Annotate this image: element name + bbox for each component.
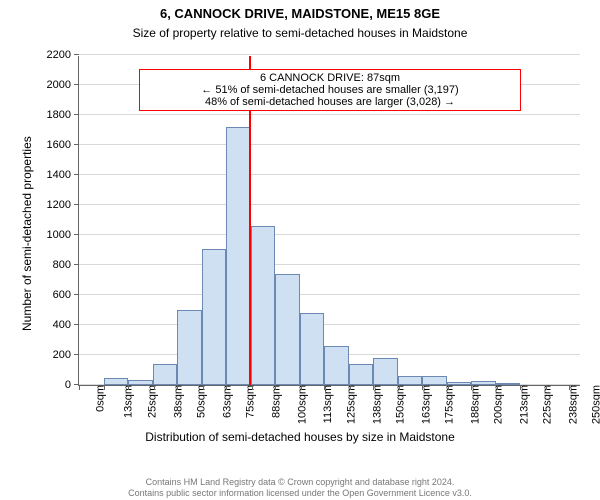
x-tick-label: 163sqm bbox=[418, 385, 432, 424]
x-tick-label: 238sqm bbox=[565, 385, 579, 424]
y-tick-label: 1600 bbox=[47, 139, 79, 151]
y-tick-label: 2200 bbox=[47, 49, 79, 61]
y-tick-label: 1000 bbox=[47, 229, 79, 241]
grid-line bbox=[79, 324, 580, 325]
x-tick-label: 25sqm bbox=[145, 385, 159, 418]
x-tick-label: 225sqm bbox=[540, 385, 554, 424]
chart-subtitle: Size of property relative to semi-detach… bbox=[0, 26, 600, 40]
y-tick-label: 400 bbox=[53, 319, 79, 331]
y-tick-label: 1800 bbox=[47, 109, 79, 121]
x-tick-label: 125sqm bbox=[344, 385, 358, 424]
histogram-bar bbox=[398, 376, 423, 385]
grid-line bbox=[79, 204, 580, 205]
y-tick-label: 1400 bbox=[47, 169, 79, 181]
y-axis-label: Number of semi-detached properties bbox=[20, 136, 34, 331]
y-tick-label: 200 bbox=[53, 349, 79, 361]
y-tick-label: 600 bbox=[53, 289, 79, 301]
histogram-bar bbox=[202, 249, 227, 386]
histogram-bar bbox=[324, 346, 349, 385]
footer-line-1: Contains HM Land Registry data © Crown c… bbox=[0, 477, 600, 487]
histogram-bar bbox=[447, 382, 472, 385]
chart-container: { "layout": { "width": 600, "height": 50… bbox=[0, 0, 600, 500]
histogram-bar bbox=[373, 358, 398, 385]
histogram-bar bbox=[275, 274, 300, 385]
grid-line bbox=[79, 174, 580, 175]
histogram-bar bbox=[422, 376, 447, 385]
plot-area: 0200400600800100012001400160018002000220… bbox=[78, 56, 580, 386]
x-tick-label: 100sqm bbox=[295, 385, 309, 424]
x-tick-label: 188sqm bbox=[467, 385, 481, 424]
footer-line-2: Contains public sector information licen… bbox=[0, 488, 600, 498]
histogram-bar bbox=[226, 127, 251, 385]
grid-line bbox=[79, 294, 580, 295]
histogram-bar bbox=[153, 364, 178, 385]
histogram-bar bbox=[128, 380, 153, 385]
annotation-line: 48% of semi-detached houses are larger (… bbox=[146, 96, 514, 108]
x-tick-label: 213sqm bbox=[516, 385, 530, 424]
histogram-bar bbox=[496, 383, 521, 385]
x-tick-label: 200sqm bbox=[491, 385, 505, 424]
x-tick-label: 175sqm bbox=[442, 385, 456, 424]
histogram-bar bbox=[349, 364, 374, 385]
grid-line bbox=[79, 114, 580, 115]
x-tick-label: 50sqm bbox=[194, 385, 208, 418]
y-tick-label: 1200 bbox=[47, 199, 79, 211]
x-tick-label: 138sqm bbox=[369, 385, 383, 424]
grid-line bbox=[79, 54, 580, 55]
x-tick-label: 150sqm bbox=[393, 385, 407, 424]
histogram-bar bbox=[471, 381, 496, 385]
grid-line bbox=[79, 234, 580, 235]
y-tick-label: 0 bbox=[65, 379, 79, 391]
histogram-bar bbox=[300, 313, 325, 385]
x-tick-label: 75sqm bbox=[243, 385, 257, 418]
chart-title: 6, CANNOCK DRIVE, MAIDSTONE, ME15 8GE bbox=[0, 6, 600, 21]
x-tick-label: 250sqm bbox=[589, 385, 600, 424]
histogram-bar bbox=[177, 310, 202, 385]
y-tick-label: 2000 bbox=[47, 79, 79, 91]
annotation-line: 6 CANNOCK DRIVE: 87sqm bbox=[146, 72, 514, 84]
x-axis-label: Distribution of semi-detached houses by … bbox=[0, 430, 600, 444]
annotation-line: ← 51% of semi-detached houses are smalle… bbox=[146, 84, 514, 96]
grid-line bbox=[79, 264, 580, 265]
y-tick-label: 800 bbox=[53, 259, 79, 271]
histogram-bar bbox=[251, 226, 276, 385]
annotation-box: 6 CANNOCK DRIVE: 87sqm← 51% of semi-deta… bbox=[139, 69, 521, 111]
x-tick-label: 113sqm bbox=[320, 385, 334, 423]
histogram-bar bbox=[104, 378, 129, 385]
chart-footer: Contains HM Land Registry data © Crown c… bbox=[0, 477, 600, 498]
grid-line bbox=[79, 144, 580, 145]
